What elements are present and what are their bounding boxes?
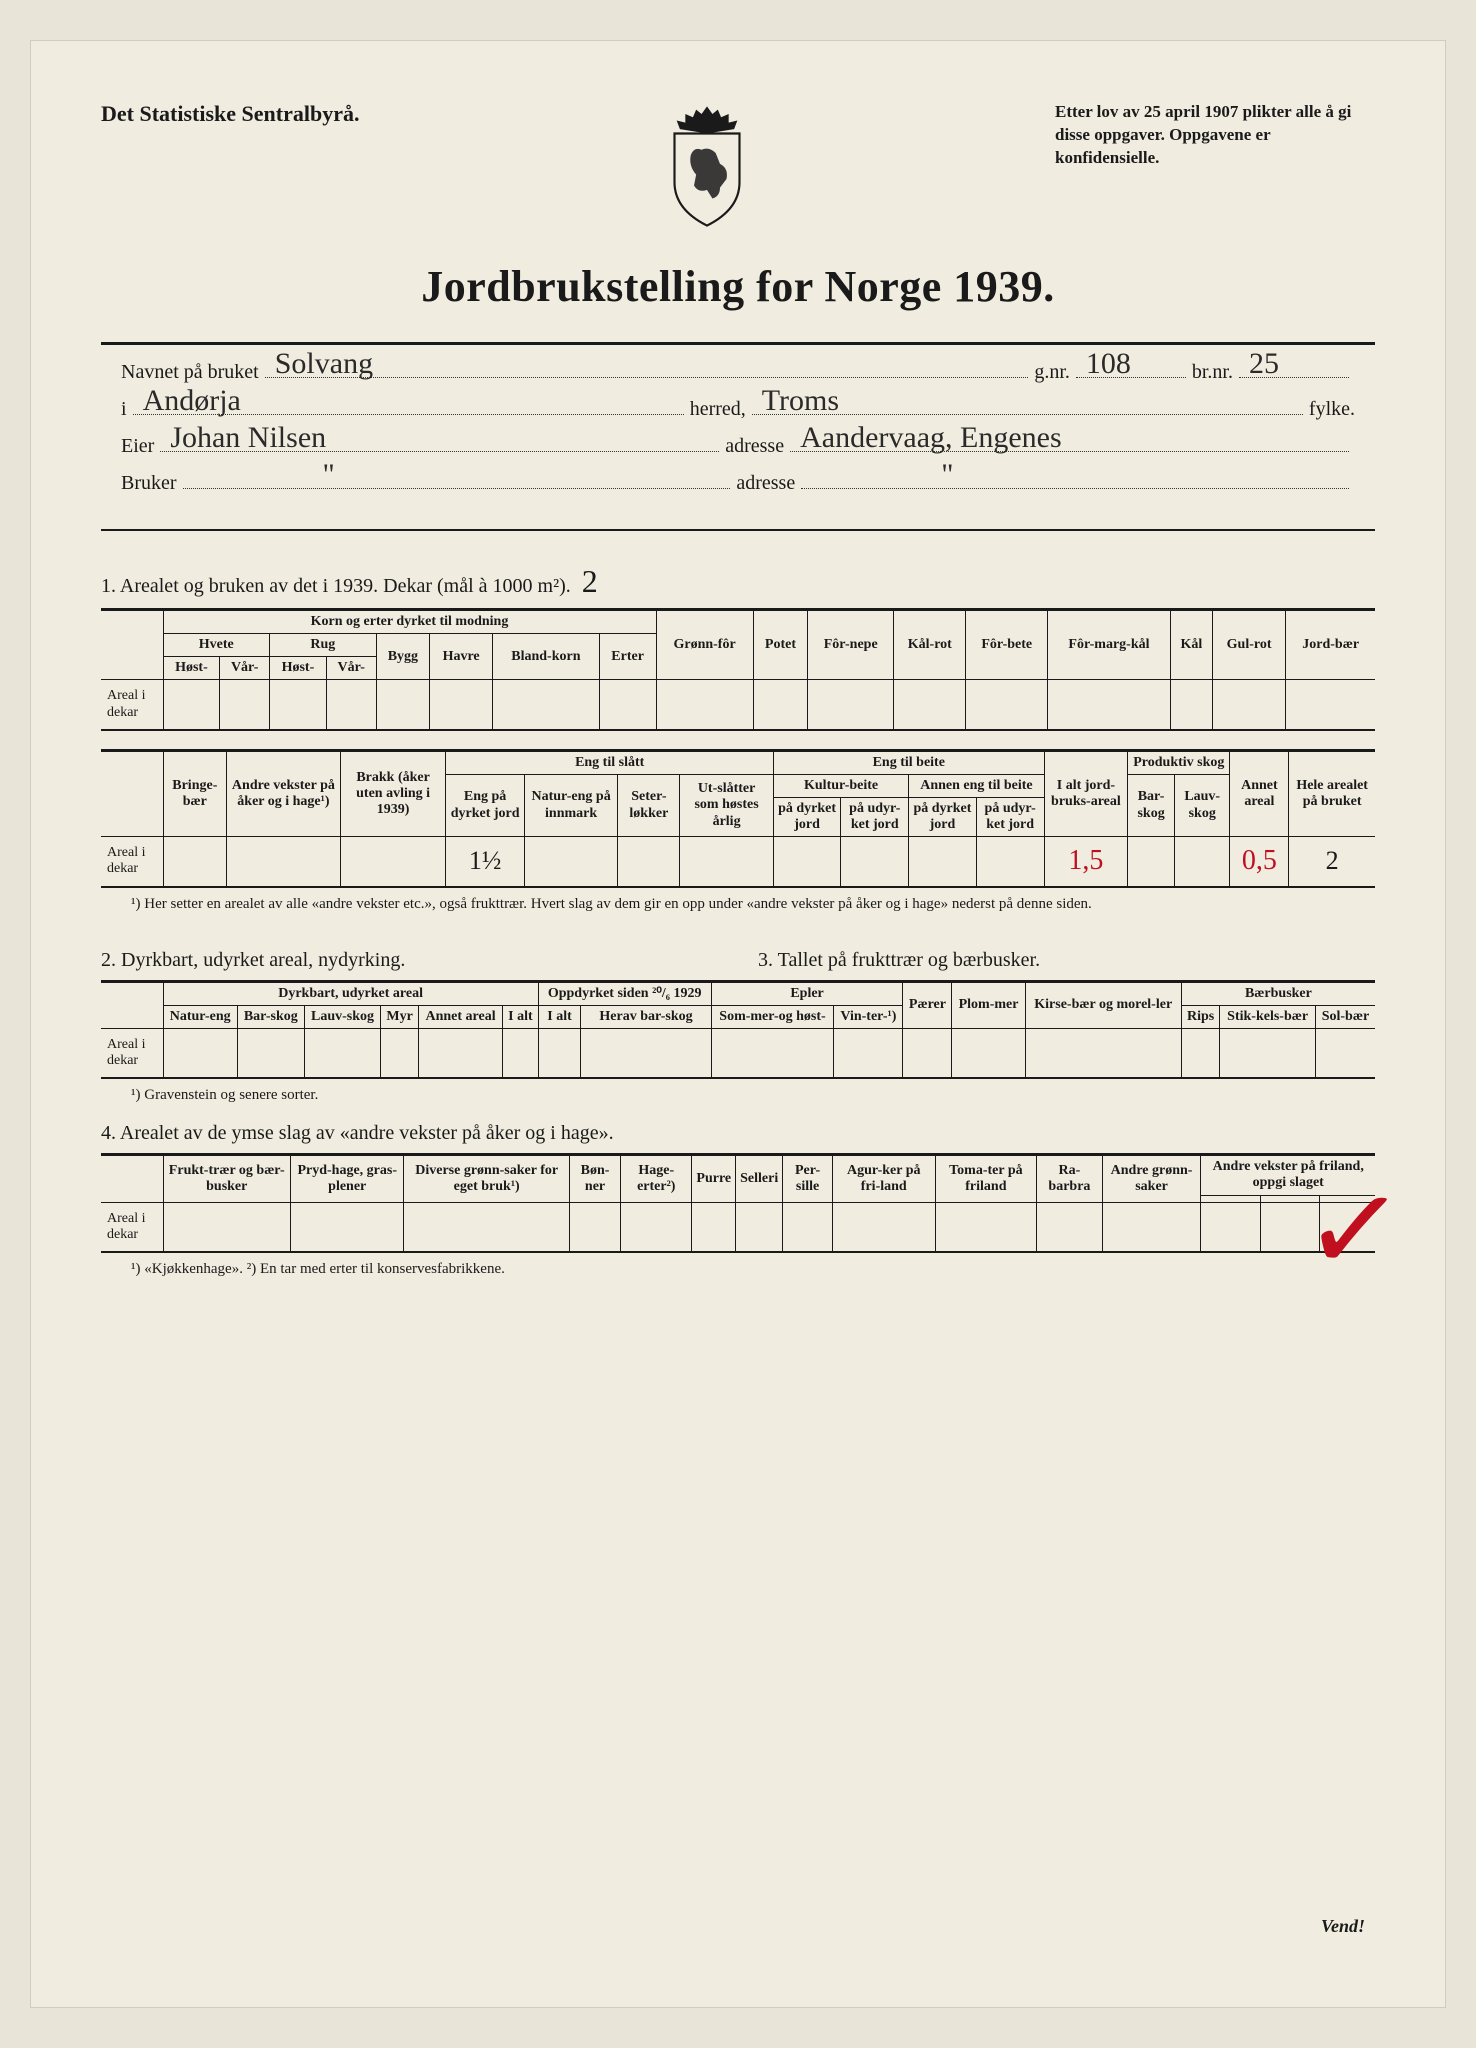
hele-value: 2	[1289, 837, 1375, 887]
user-address-label: adresse	[736, 472, 795, 495]
section1-table-b: Bringe-bær Andre vekster på åker og i ha…	[101, 749, 1375, 888]
section4-table: Frukt-trær og bær-busker Pryd-hage, gras…	[101, 1153, 1375, 1253]
farm-name-label: Navnet på bruket	[121, 361, 259, 384]
user-label: Bruker	[121, 472, 177, 495]
section2-3-table: Dyrkbart, udyrket areal Oppdyrket siden …	[101, 980, 1375, 1080]
row-label: Areal i dekar	[101, 1202, 163, 1252]
owner-value: Johan Nilsen	[170, 421, 326, 455]
brnr-value: 25	[1249, 347, 1279, 381]
brnr-label: br.nr.	[1192, 361, 1233, 384]
red-checkmark: ✓	[1299, 1157, 1411, 1304]
section2-title: 2. Dyrkbart, udyrket areal, nydyrking.	[101, 949, 718, 972]
row-label: Areal i dekar	[101, 1028, 163, 1078]
user-address-value: "	[941, 458, 953, 492]
owner-address-label: adresse	[725, 435, 784, 458]
herred-label: herred,	[690, 398, 746, 421]
section1-footnote: ¹) Her setter en arealet av alle «andre …	[101, 896, 1375, 913]
gnr-label: g.nr.	[1034, 361, 1070, 384]
parish-value: Andørja	[143, 384, 241, 418]
organization-name: Det Statistiske Sentralbyrå.	[101, 101, 359, 127]
coat-of-arms	[637, 101, 777, 236]
section3-title: 3. Tallet på frukttrær og bærbusker.	[758, 949, 1375, 972]
owner-label: Eier	[121, 435, 154, 458]
ialt-value: 1,5	[1044, 837, 1128, 887]
vend-label: Vend!	[1321, 1916, 1365, 1937]
legal-note: Etter lov av 25 april 1907 plikter alle …	[1055, 101, 1375, 170]
owner-address-value: Aandervaag, Engenes	[800, 421, 1062, 455]
i-label: i	[121, 398, 127, 421]
section1-hw: 2	[582, 563, 598, 599]
fylke-label: fylke.	[1309, 398, 1355, 421]
section4-footnote: ¹) «Kjøkkenhage». ²) En tar med erter ti…	[101, 1261, 1375, 1278]
identification-form: Navnet på bruket Solvang g.nr. 108 br.nr…	[101, 342, 1375, 531]
section1-title: 1. Arealet og bruken av det i 1939. Deka…	[101, 563, 1375, 600]
farm-name-value: Solvang	[275, 347, 373, 381]
section4-title: 4. Arealet av de ymse slag av «andre vek…	[101, 1122, 1375, 1145]
gnr-value: 108	[1086, 347, 1131, 381]
annet-value: 0,5	[1230, 837, 1289, 887]
main-title: Jordbrukstelling for Norge 1939.	[101, 261, 1375, 312]
county-value: Troms	[762, 384, 839, 418]
user-value: "	[323, 458, 335, 492]
section2-footnote: ¹) Gravenstein og senere sorter.	[101, 1087, 1375, 1104]
section1-table-a: Korn og erter dyrket til modning Grønn-f…	[101, 608, 1375, 731]
row-label: Areal i dekar	[101, 837, 163, 887]
row-label: Areal i dekar	[101, 680, 163, 730]
eng-dyrket-value: 1½	[446, 837, 524, 887]
